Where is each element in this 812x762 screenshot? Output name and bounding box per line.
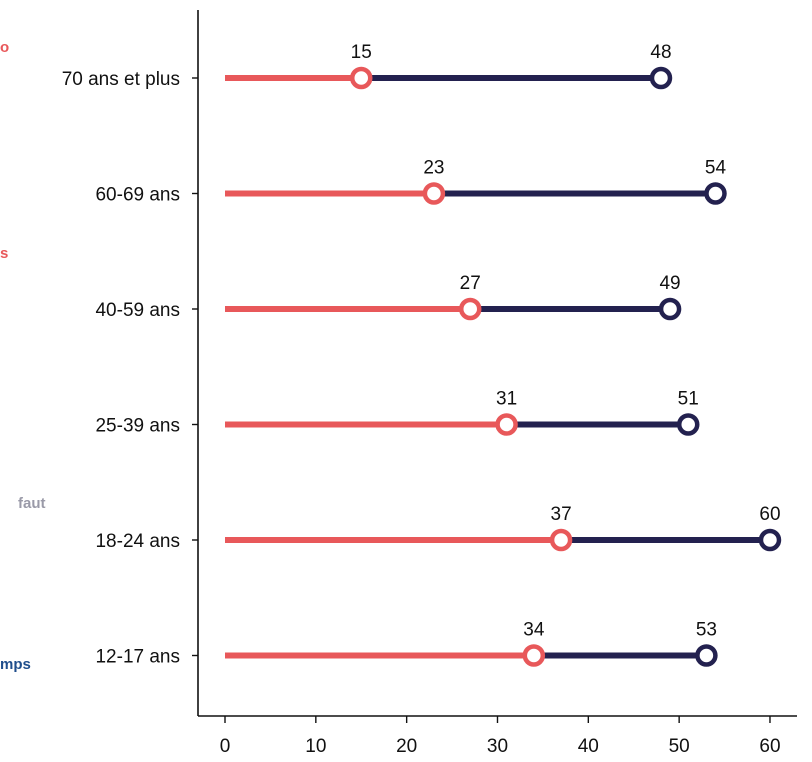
- navy-point: [649, 66, 673, 90]
- red-value-label: 37: [551, 504, 572, 525]
- edge-fragment: s: [0, 245, 8, 262]
- navy-value-label: 53: [696, 620, 717, 641]
- category-label: 18-24 ans: [95, 531, 180, 552]
- red-point: [422, 182, 446, 205]
- edge-fragment: o: [0, 39, 9, 56]
- red-point: [549, 528, 573, 552]
- category-label: 60-69 ans: [95, 185, 180, 206]
- category-label: 40-59 ans: [95, 300, 180, 321]
- navy-point: [676, 413, 700, 436]
- x-tick-label: 40: [578, 736, 599, 757]
- navy-value-label: 49: [659, 273, 680, 294]
- dumbbell-bars: [225, 66, 782, 667]
- navy-value-label: 51: [678, 389, 699, 410]
- red-point: [458, 297, 482, 321]
- category-label: 70 ans et plus: [62, 69, 180, 90]
- x-tick-label: 60: [759, 736, 780, 757]
- red-value-label: 27: [460, 273, 481, 294]
- navy-value-label: 60: [759, 504, 780, 525]
- edge-fragment: faut: [18, 495, 46, 512]
- x-tick-label: 0: [220, 736, 231, 757]
- x-tick-label: 10: [305, 736, 326, 757]
- edge-fragment: mps: [0, 656, 31, 673]
- red-value-label: 31: [496, 389, 517, 410]
- red-value-label: 34: [523, 620, 545, 641]
- category-label: 25-39 ans: [95, 416, 180, 437]
- x-tick-label: 30: [487, 736, 508, 757]
- navy-point: [695, 644, 718, 667]
- navy-point: [658, 297, 682, 321]
- x-tick-label: 50: [669, 736, 690, 757]
- navy-value-label: 48: [650, 42, 671, 63]
- clipped-edge-labels: o s faut mps: [0, 39, 46, 673]
- x-tick-label: 20: [396, 736, 417, 757]
- navy-value-label: 54: [705, 158, 727, 179]
- navy-point: [704, 182, 727, 205]
- red-value-label: 23: [423, 158, 444, 179]
- red-point: [495, 413, 518, 436]
- red-point: [349, 66, 373, 90]
- red-point: [522, 644, 546, 667]
- category-label: 12-17 ans: [95, 647, 180, 668]
- navy-point: [758, 528, 782, 552]
- red-value-label: 15: [351, 42, 372, 63]
- data-labels: 15 48 23 54 27 49 31 51 37 60 34 53: [351, 42, 781, 641]
- axes: 0 10 20 30 40 50 60 70 ans et plus 60-69 ans 40-5…: [62, 10, 797, 757]
